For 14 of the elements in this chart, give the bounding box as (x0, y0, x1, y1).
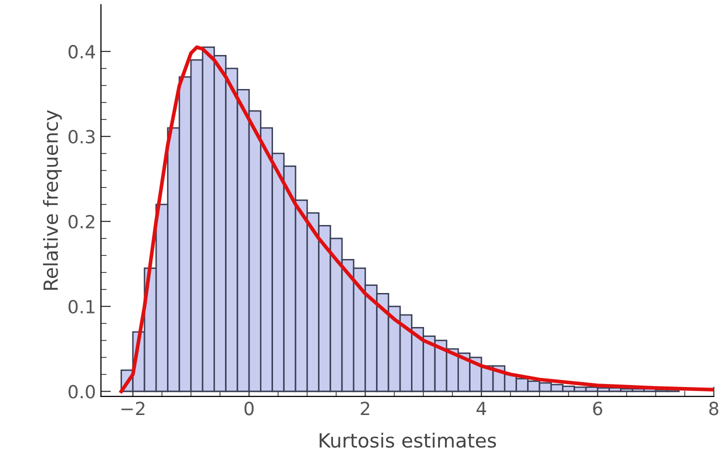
y-tick-label: 0.3 (68, 130, 95, 144)
y-tick-label: 0.2 (68, 214, 94, 229)
x-tick-label: 8 (709, 402, 718, 416)
x-axis-title: Kurtosis estimates (320, 432, 496, 448)
x-tick-label: −2 (121, 402, 144, 416)
y-axis-title: Relative frequency (42, 110, 62, 290)
y-tick-label: 0.1 (68, 300, 94, 314)
x-tick-label: 4 (476, 402, 486, 416)
x-tick-label: 6 (593, 402, 602, 416)
y-tick-label: 0.4 (68, 44, 96, 59)
x-tick-label: 2 (360, 402, 370, 416)
y-tick-label: 0.0 (68, 384, 95, 398)
x-tick-label: 0 (244, 402, 254, 416)
line-series (119, 45, 714, 394)
